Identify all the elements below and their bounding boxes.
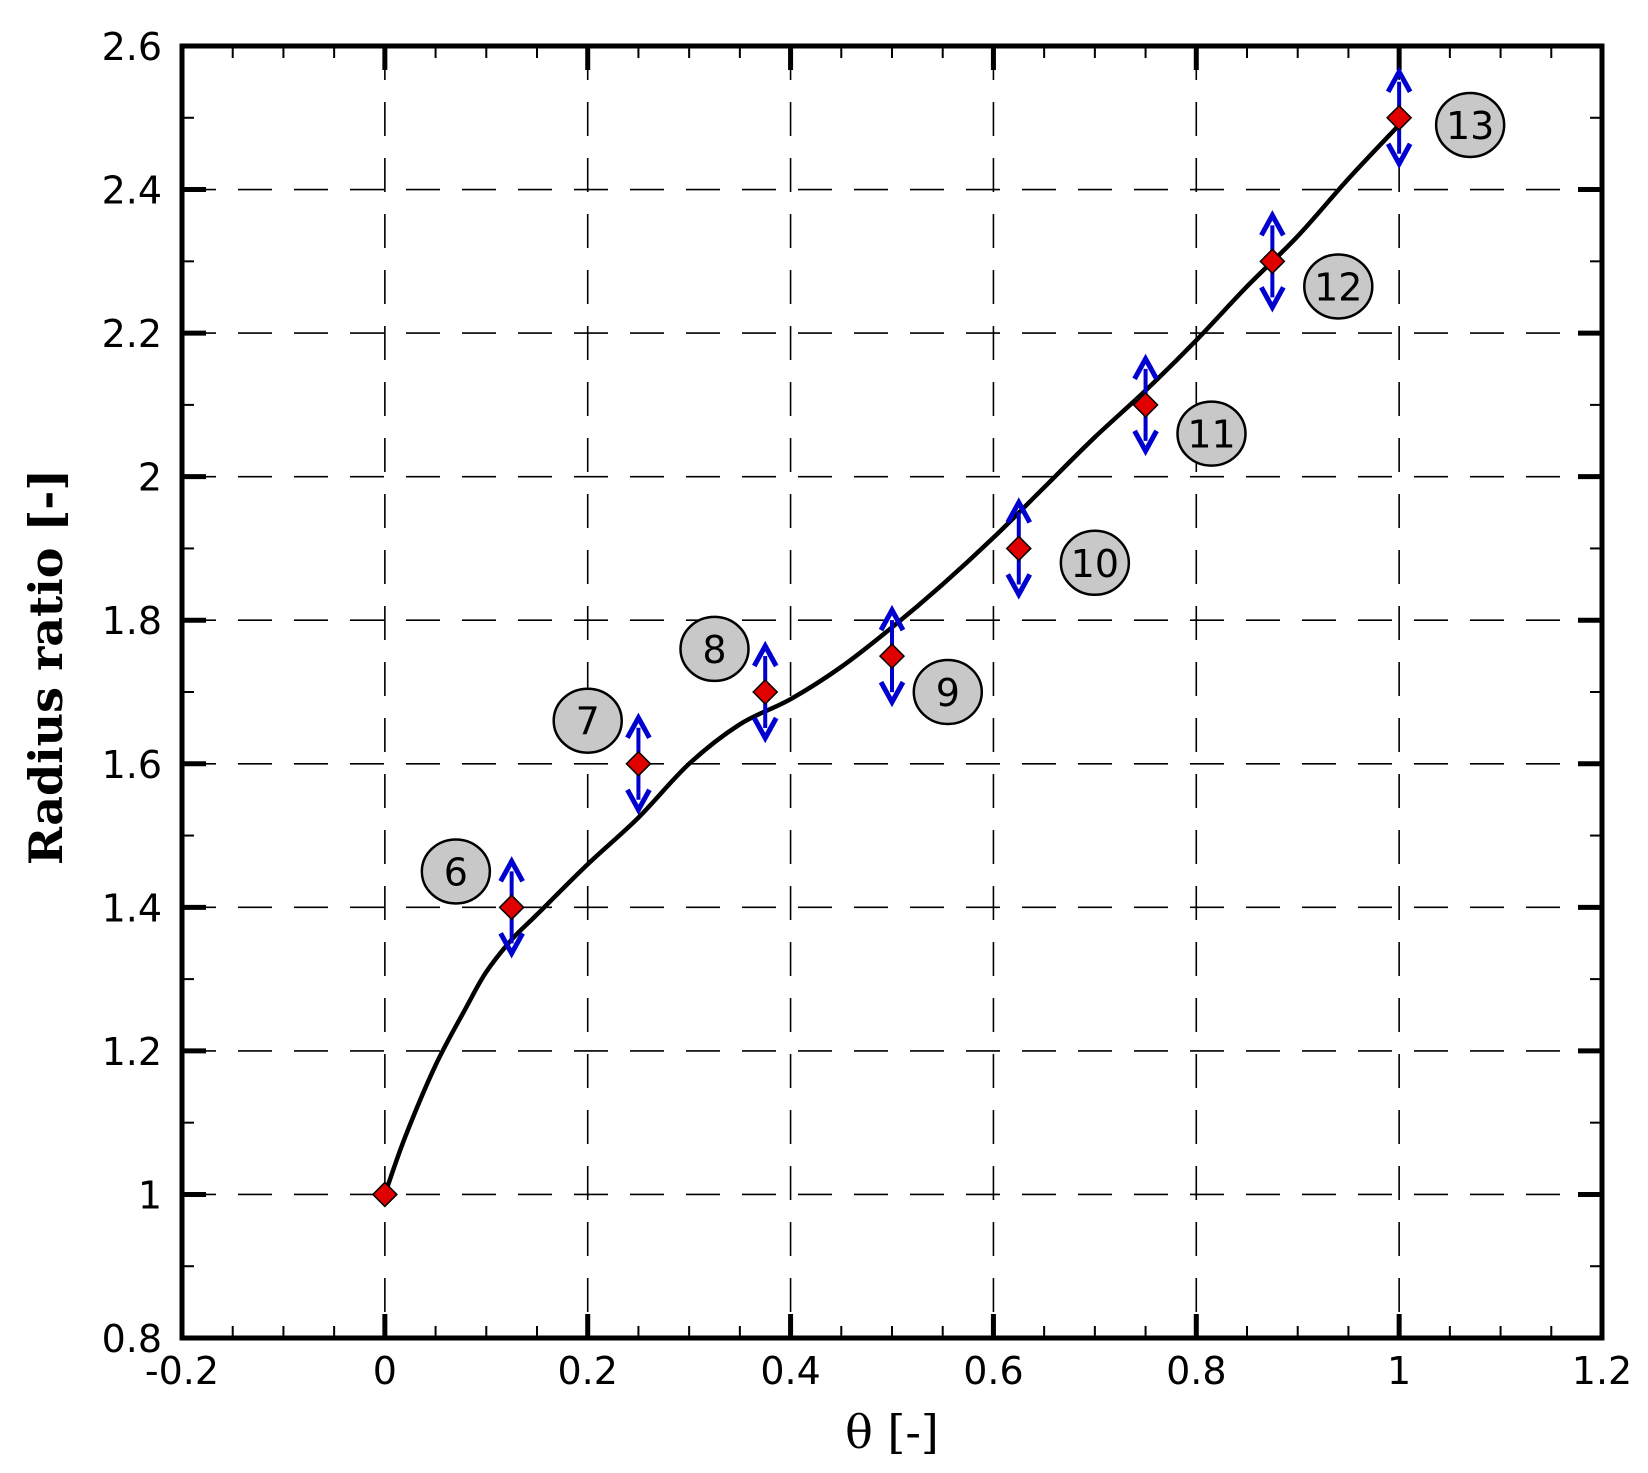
arrow-up-icon bbox=[752, 640, 779, 668]
y-tick-label: 1.2 bbox=[102, 1030, 162, 1074]
arrow-down-icon bbox=[1132, 429, 1159, 457]
label-bubble bbox=[1176, 400, 1247, 467]
data-point bbox=[752, 640, 779, 744]
diamond-marker bbox=[752, 678, 779, 706]
data-point bbox=[625, 712, 652, 815]
curve-layer bbox=[382, 123, 1401, 1196]
arrow-up-icon bbox=[1259, 210, 1286, 237]
arrow-up-icon bbox=[1385, 66, 1413, 93]
data-point bbox=[371, 1181, 398, 1208]
label-text: 12 bbox=[1314, 265, 1362, 309]
arrow-down-icon bbox=[752, 716, 779, 744]
y-tick-label: 2.6 bbox=[102, 25, 162, 69]
point-label: 11 bbox=[1176, 400, 1247, 467]
x-tick-label: 0.6 bbox=[963, 1349, 1023, 1393]
y-tick-label: 1.4 bbox=[102, 886, 162, 930]
y-tick-label: 1.6 bbox=[102, 743, 162, 787]
x-tick-label: -0.2 bbox=[145, 1349, 219, 1393]
diamond-marker bbox=[1005, 535, 1032, 562]
point-label: 9 bbox=[912, 658, 984, 726]
label-text: 11 bbox=[1187, 413, 1235, 457]
data-point bbox=[1259, 210, 1286, 313]
label-text: 13 bbox=[1446, 104, 1494, 148]
data-point bbox=[498, 856, 525, 959]
label-text: 6 bbox=[444, 850, 468, 894]
data-point bbox=[878, 604, 906, 708]
arrow-down-icon bbox=[498, 932, 525, 959]
x-tick-label: 0.2 bbox=[557, 1349, 617, 1393]
label-bubble bbox=[1059, 529, 1131, 597]
arrow-down-icon bbox=[625, 788, 652, 815]
arrow-up-icon bbox=[1005, 497, 1032, 524]
diamond-marker bbox=[498, 894, 525, 921]
points-layer bbox=[371, 66, 1413, 1208]
data-point bbox=[1385, 66, 1413, 169]
labels-layer: 6 7 8 9 10 11 12 13 bbox=[420, 91, 1506, 905]
y-tick-label: 0.8 bbox=[102, 1317, 162, 1361]
label-bubble bbox=[912, 658, 984, 726]
y-tick-label: 2.4 bbox=[102, 169, 162, 213]
diamond-marker bbox=[878, 643, 906, 670]
x-tick-label: 1.2 bbox=[1572, 1349, 1632, 1393]
x-tick-label: 0.8 bbox=[1166, 1349, 1226, 1393]
tick-labels: -0.2 0 0.2 0.4 0.6 0.8 1 1.2 0.8 1 1.2 1.4 1.6 1.8 2 2.… bbox=[102, 25, 1633, 1393]
arrow-down-icon bbox=[878, 680, 906, 708]
point-label: 7 bbox=[552, 687, 623, 754]
label-bubble bbox=[1303, 253, 1374, 320]
y-tick-label: 1 bbox=[138, 1173, 162, 1217]
x-tick-label: 0 bbox=[373, 1349, 397, 1393]
point-label: 6 bbox=[420, 838, 492, 905]
grid-layer bbox=[182, 46, 1602, 1338]
diamond-marker bbox=[625, 750, 652, 777]
label-text: 10 bbox=[1071, 542, 1119, 586]
diamond-marker bbox=[371, 1181, 398, 1208]
x-tick-label: 0.4 bbox=[760, 1349, 820, 1393]
fitted-curve bbox=[382, 123, 1401, 1196]
x-axis-title: θ [-] bbox=[845, 1405, 939, 1459]
x-tick-label: 1 bbox=[1387, 1349, 1411, 1393]
point-label: 12 bbox=[1303, 253, 1374, 320]
y-axis-title: Radius ratio [-] bbox=[19, 469, 73, 865]
diamond-marker bbox=[1386, 104, 1413, 131]
point-label: 10 bbox=[1059, 529, 1131, 597]
label-bubble bbox=[1434, 91, 1506, 159]
y-tick-label: 1.8 bbox=[102, 599, 162, 643]
data-point bbox=[1132, 353, 1159, 457]
plot-frame bbox=[179, 43, 1605, 1341]
label-bubble bbox=[679, 615, 750, 683]
arrow-up-icon bbox=[625, 712, 652, 739]
label-text: 8 bbox=[702, 628, 726, 672]
label-text: 7 bbox=[576, 700, 600, 744]
arrow-down-icon bbox=[1385, 142, 1413, 169]
arrow-up-icon bbox=[1132, 353, 1159, 381]
diamond-marker bbox=[1132, 391, 1159, 418]
arrow-up-icon bbox=[498, 856, 525, 883]
data-point bbox=[1005, 497, 1032, 600]
diamond-marker bbox=[1259, 248, 1286, 275]
label-bubble bbox=[552, 687, 623, 754]
point-label: 13 bbox=[1434, 91, 1506, 159]
arrow-down-icon bbox=[1259, 286, 1286, 313]
point-label: 8 bbox=[679, 615, 750, 683]
label-bubble bbox=[420, 838, 492, 905]
y-tick-label: 2.2 bbox=[102, 312, 162, 356]
arrow-up-icon bbox=[878, 604, 906, 632]
label-text: 9 bbox=[936, 671, 960, 715]
y-tick-label: 2 bbox=[138, 456, 162, 500]
arrow-down-icon bbox=[1005, 573, 1032, 600]
